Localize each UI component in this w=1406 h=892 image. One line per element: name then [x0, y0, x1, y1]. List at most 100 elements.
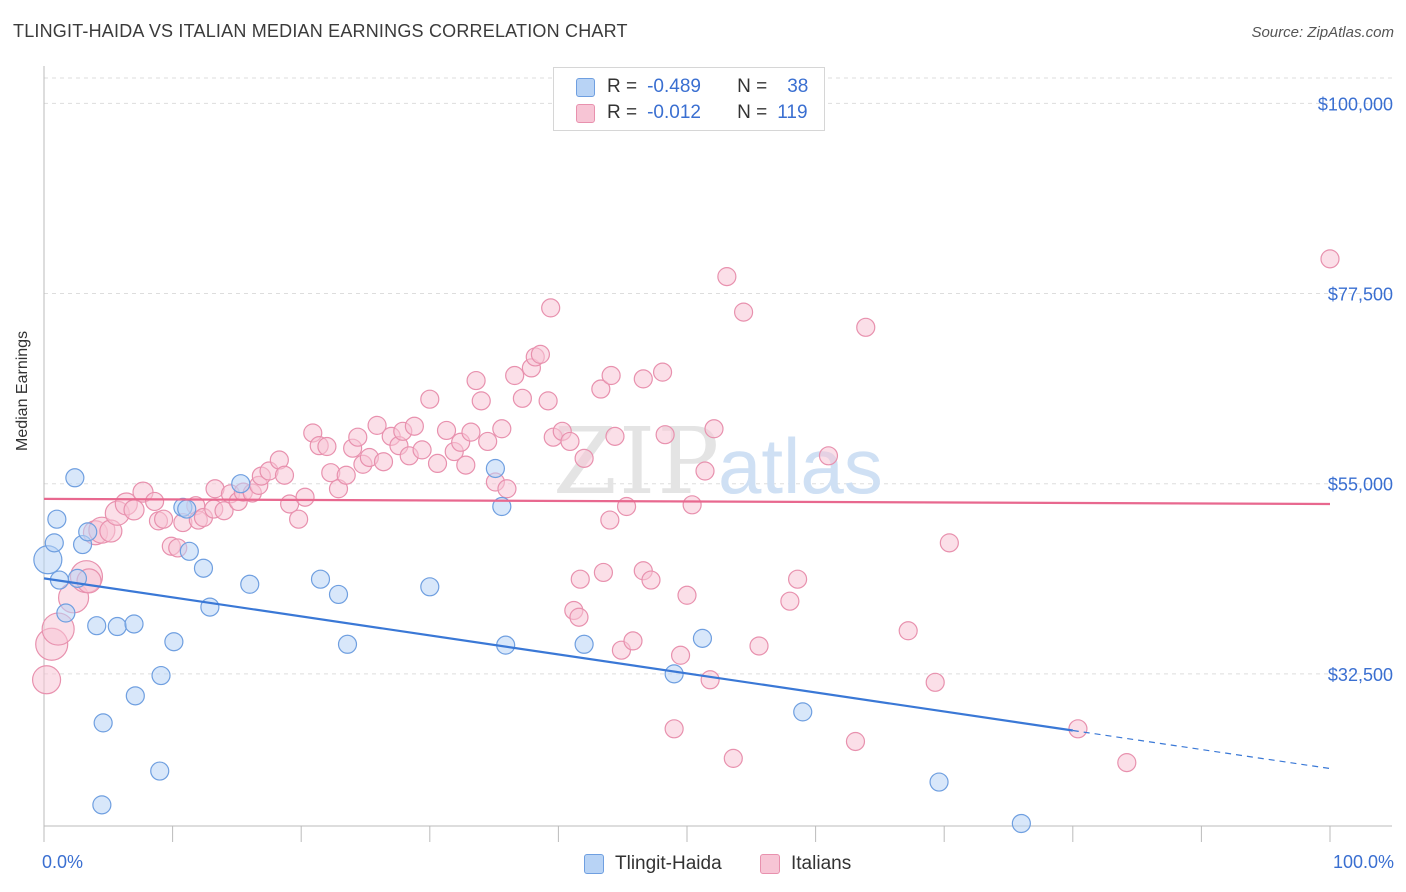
italians-point [373, 452, 394, 472]
italians-point [530, 344, 550, 364]
italians-point [704, 419, 724, 439]
tlingit-haida-trend-line [43, 577, 1073, 732]
legend-n-label: N = [737, 76, 768, 97]
italians-point [123, 499, 145, 521]
italians-point [497, 479, 517, 499]
tlingit-haida-point [485, 458, 505, 479]
tlingit-haida-point [310, 569, 331, 589]
italians-point [1117, 753, 1137, 773]
italians-point [541, 298, 561, 318]
legend-n-label: N = [737, 102, 768, 123]
x-tick-label-max: 100.0% [1332, 852, 1394, 872]
italians-point [574, 448, 594, 468]
legend-n-value: 119 [777, 102, 808, 123]
italians-point [570, 569, 590, 589]
bottom-legend-swatch-pink [760, 854, 780, 874]
tlingit-haida-point [44, 533, 64, 553]
italians-point [569, 607, 589, 627]
tlingit-haida-point [179, 541, 199, 561]
italians-point [591, 379, 611, 399]
tlingit-haida-point [93, 713, 113, 733]
watermark-atlas: atlas [718, 422, 883, 510]
tlingit-haida-point [1011, 813, 1031, 834]
axes [43, 66, 1392, 842]
italians-point [593, 562, 614, 583]
tlingit-haida-point [92, 795, 112, 815]
tlingit-haida-point [177, 499, 197, 519]
bottom-legend-swatch-blue [584, 854, 604, 874]
italians-point [367, 415, 387, 435]
bottom-legend-label: Italians [791, 853, 852, 874]
legend-row-italians: R = -0.012 N = 119 [554, 100, 808, 126]
italians-point [818, 446, 839, 466]
tlingit-haida-point [929, 772, 949, 792]
italians-point [700, 670, 720, 690]
italians-point [456, 455, 476, 475]
tlingit-haida-point [150, 761, 170, 781]
bottom-legend-italians: Italians [760, 850, 851, 878]
italians-point [461, 422, 481, 442]
tlingit-haida-point [231, 474, 251, 494]
italians-point [289, 509, 309, 529]
y-tick-labels: $32,500 $55,000 $77,500 $100,000 [1318, 94, 1393, 685]
y-tick-label: $100,000 [1318, 94, 1393, 114]
italians-point [436, 420, 457, 441]
italians-point [600, 510, 620, 530]
italians-point [670, 645, 691, 665]
legend-row-tlingit-haida: R = -0.489 N = 38 [554, 74, 808, 100]
italians-point [845, 731, 866, 752]
italians-point [512, 388, 532, 408]
italians-point [787, 569, 808, 589]
italians-point [749, 636, 769, 656]
italians-point [478, 431, 498, 452]
italians-point [601, 365, 621, 386]
italians-point [898, 621, 918, 641]
italians-point [466, 370, 486, 391]
italians-point [420, 389, 440, 409]
tlingit-haida-point [107, 616, 127, 637]
tlingit-haida-point [240, 574, 260, 594]
italians-point [641, 570, 661, 590]
chart-title: TLINGIT-HAIDA VS ITALIAN MEDIAN EARNINGS… [13, 21, 628, 41]
tlingit-haida-point [164, 632, 184, 652]
italians-point [723, 748, 743, 768]
italians-point [655, 425, 675, 445]
tlingit-haida-point [87, 616, 107, 636]
source-label: Source: ZipAtlas.com [1251, 24, 1394, 41]
italians-point [623, 631, 643, 651]
italians-point [295, 487, 315, 507]
italians-point [856, 317, 876, 337]
trend-lines [43, 497, 1331, 770]
tlingit-haida-point [125, 686, 145, 706]
italians-point [925, 672, 945, 692]
legend-r-value: -0.012 [647, 102, 701, 123]
tlingit-haida-point [47, 509, 67, 529]
italians-point [677, 585, 697, 605]
tlingit-haida-point [124, 614, 144, 634]
tlingit-haida-point [692, 628, 713, 648]
italians-point [144, 491, 165, 512]
tlingit-haida-point [151, 665, 171, 686]
tlingit-haida-point [574, 634, 594, 654]
tlingit-haida-trend-extension [1072, 729, 1331, 770]
tlingit-haida-point [337, 634, 358, 654]
italians-point [682, 495, 702, 515]
italians-point [214, 501, 234, 521]
italians-point [31, 665, 62, 695]
italians-point [717, 267, 737, 287]
tlingit-haida-points [33, 458, 1031, 834]
italians-point [274, 465, 295, 485]
tlingit-haida-point [78, 522, 98, 542]
tlingit-haida-point [793, 702, 813, 722]
italians-point [412, 440, 432, 460]
tlingit-haida-point [193, 558, 214, 578]
italians-point [652, 362, 673, 382]
correlation-legend: R = -0.489 N = 38 R = -0.012 N = 119 [553, 67, 825, 131]
legend-n-value: 38 [787, 76, 809, 97]
italians-point [317, 436, 337, 457]
bottom-legend-label: Tlingit-Haida [615, 853, 722, 874]
italians-point [733, 302, 754, 322]
italians-point [664, 719, 684, 739]
italians-point [427, 453, 448, 474]
